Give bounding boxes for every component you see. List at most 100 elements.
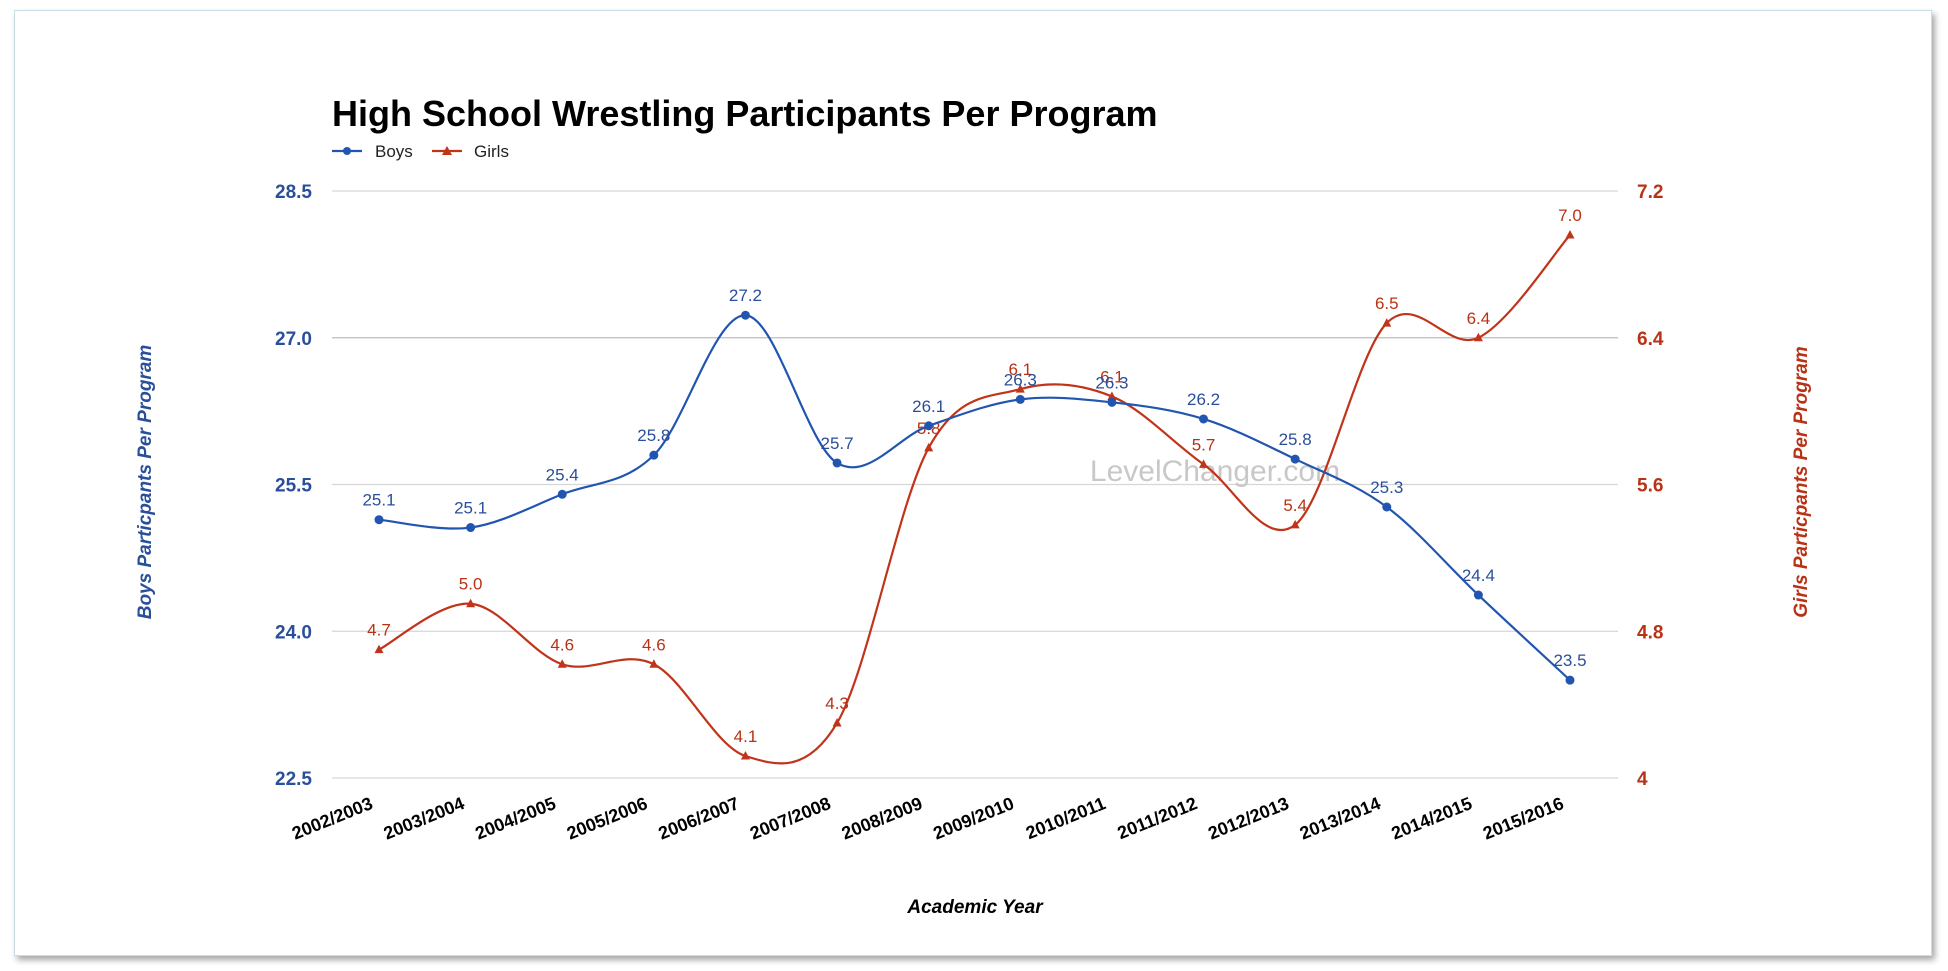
data-label-boys: 23.5 [1553,651,1586,670]
x-tick-label: 2012/2013 [1205,793,1291,843]
data-label-boys: 26.3 [1095,373,1128,392]
data-point-girls [1290,519,1300,529]
data-label-girls: 4.7 [367,621,391,640]
data-point-boys [1199,414,1209,424]
x-tick-label: 2004/2005 [472,793,558,843]
x-tick-label: 2005/2006 [564,793,650,843]
legend-label-girls: Girls [474,142,509,161]
right-axis-title: Girls Particpants Per Program [1791,346,1812,617]
data-point-boys [832,458,842,468]
x-tick-label: 2006/2007 [656,793,742,843]
data-point-girls [740,750,750,760]
left-tick-label: 24.0 [275,622,312,643]
legend-girls-marker-icon [442,146,452,155]
data-point-boys [1107,397,1117,407]
data-label-girls: 5.0 [459,575,483,594]
left-axis-title: Boys Particpants Per Program [135,345,156,620]
data-label-girls: 4.6 [550,635,574,654]
data-label-boys: 25.8 [1279,430,1312,449]
left-axis-ticks: 22.5 24.0 25.5 27.0 28.5 [275,182,312,790]
legend-item-girls[interactable]: Girls [432,142,509,161]
data-label-girls: 7.0 [1558,206,1582,225]
x-tick-label: 2003/2004 [381,793,467,843]
data-point-boys [1015,394,1025,404]
left-tick-label: 25.5 [275,476,312,497]
x-tick-label: 2014/2015 [1388,793,1474,843]
series-boys-line [378,314,1571,681]
legend-label-boys: Boys [375,142,413,161]
data-point-boys [1382,502,1392,512]
right-tick-label: 4.8 [1637,622,1663,643]
data-point-girls [1382,318,1392,327]
data-point-boys [374,515,384,525]
data-label-boys: 25.1 [454,499,487,518]
data-label-girls: 6.1 [1100,367,1124,386]
data-label-girls: 4.3 [825,694,849,713]
x-tick-label: 2011/2012 [1115,793,1200,843]
data-point-boys [466,523,476,533]
data-label-girls: 6.4 [1467,309,1491,328]
data-label-girls: 6.5 [1375,294,1399,313]
left-tick-label: 27.0 [275,329,312,350]
data-label-girls: 5.4 [1283,496,1307,515]
data-point-girls [557,659,567,668]
left-tick-label: 22.5 [275,769,312,790]
data-label-boys: 25.7 [821,434,854,453]
data-point-boys [649,450,659,460]
x-tick-label: 2015/2016 [1480,793,1566,843]
data-label-boys: 25.3 [1370,478,1403,497]
series-girls: 4.75.04.64.64.14.35.86.16.15.75.46.56.47… [367,206,1582,765]
data-point-boys [1290,454,1300,464]
data-label-boys: 25.8 [637,426,670,445]
legend-boys-marker-icon [343,147,351,155]
data-label-boys: 27.2 [729,286,762,305]
watermark: LevelChanger.com [1090,455,1340,488]
data-point-girls [466,598,476,608]
x-axis-ticks: 2002/2003 2003/2004 2004/2005 2005/2006 2006… [289,793,1566,843]
x-axis-title: Academic Year [906,897,1044,918]
x-tick-label: 2008/2009 [839,793,925,843]
series-girls-line [378,234,1571,765]
data-point-girls [1565,230,1575,239]
right-tick-label: 6.4 [1637,329,1664,350]
data-point-girls [1107,391,1117,400]
data-point-girls [1473,332,1483,342]
right-axis-ticks: 4 4.8 5.6 6.4 7.2 [1637,182,1664,790]
data-point-girls [832,717,842,727]
data-point-boys [1565,675,1575,685]
data-label-boys: 26.1 [912,397,945,416]
data-label-girls: 6.1 [1008,360,1032,379]
right-tick-label: 4 [1637,769,1648,790]
x-tick-label: 2010/2011 [1023,793,1108,843]
x-tick-label: 2013/2014 [1297,793,1383,843]
data-point-boys [740,310,750,320]
x-tick-label: 2002/2003 [289,793,375,843]
chart-frame [14,10,1932,956]
gridlines [332,190,1618,779]
data-point-girls [924,442,934,452]
data-point-boys [1473,590,1483,600]
data-label-girls: 4.6 [642,635,666,654]
data-label-boys: 24.4 [1462,566,1495,585]
left-tick-label: 28.5 [275,182,312,203]
right-tick-label: 7.2 [1637,182,1663,203]
x-tick-label: 2007/2008 [747,793,833,843]
legend: Boys Girls [332,142,509,161]
data-label-boys: 26.3 [1004,370,1037,389]
legend-item-boys[interactable]: Boys [332,142,413,161]
data-label-boys: 26.2 [1187,390,1220,409]
x-tick-label: 2009/2010 [930,793,1016,843]
data-label-girls: 4.1 [734,727,758,746]
data-label-boys: 25.4 [546,465,579,484]
data-point-boys [924,421,934,431]
data-label-girls: 5.7 [1192,435,1216,454]
series-boys: 25.1 25.1 25.4 25.8 27.2 25.7 26.1 26.3 26.3 26.2… [362,286,1587,685]
chart-title: High School Wrestling Participants Per P… [332,93,1158,134]
data-point-boys [557,489,567,499]
data-point-girls [1199,459,1209,468]
right-tick-label: 5.6 [1637,476,1663,497]
data-point-girls [374,644,384,654]
data-point-girls [1015,384,1025,393]
data-label-boys: 25.1 [362,491,395,510]
